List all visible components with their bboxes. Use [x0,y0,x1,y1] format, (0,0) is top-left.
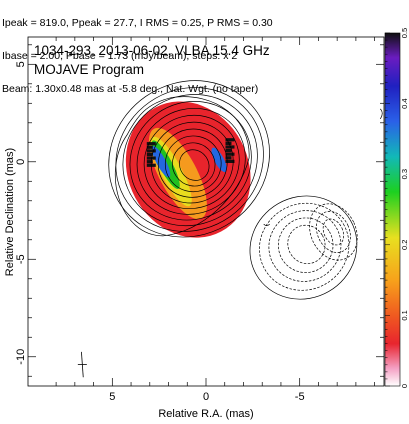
header-line-peaks: Ipeak = 819.0, Ppeak = 27.7, I RMS = 0.2… [2,17,273,29]
polarization-edge [225,152,235,156]
polarization-edge [225,159,235,163]
colorbar-ticks [385,32,390,387]
polarization-edge [146,160,153,164]
colorbar-tick-label: 0.4 [400,98,409,108]
jet-contours [249,195,358,300]
x-tick-label: 5 [109,391,115,403]
x-tick-label: 0 [203,391,209,403]
y-tick-label: -10 [15,349,27,365]
polarization-patch [211,147,227,173]
contour-level [259,202,350,291]
chart-title: 1034-293, 2013-06-02, VLBA 15.4 GHz [34,43,270,58]
contour-level [115,87,264,232]
contour-level [268,210,342,282]
header-line-base: Ibase = 2.00, Pbase = 1.73 (mJy/beam), s… [2,50,238,62]
contour-level [157,128,228,198]
polarization-edge [225,141,232,145]
contour-level [179,149,210,181]
contour-level [143,114,240,210]
polarization-edge [225,138,235,142]
polarization-edge [225,156,232,160]
colorbar-tick-label: 0.2 [400,240,409,250]
beam-ellipse [77,351,87,378]
contour-level [316,211,351,253]
x-tick-label: -5 [295,391,305,403]
contour-level [287,224,326,265]
chart-subtitle: MOJAVE Program [34,62,144,77]
contour-level [172,142,216,187]
y-tick-label: 0 [15,159,27,165]
polarization-edge [146,145,153,149]
contour-level [122,94,258,227]
contour-fragment [263,223,270,227]
y-tick-label: 5 [15,61,27,67]
core-contours [108,80,270,238]
contour-level [322,218,345,246]
polarization-edge [146,152,153,157]
x-axis-label: Relative R.A. (mas) [158,408,253,420]
contour-level [150,121,234,204]
contour-fragment [379,108,383,120]
y-axis-label: Relative Declination (mas) [4,148,16,276]
contour-level [136,107,246,215]
contour-level [277,217,334,273]
colorbar-tick-label: 0.5 [400,28,409,38]
axis-ticks [28,37,384,386]
colorbar-tick-label: 0.1 [400,310,409,320]
extended-emission-contours [263,108,383,227]
map-header: Ipeak = 819.0, Ppeak = 27.7, I RMS = 0.2… [2,0,407,117]
polarization-edge [225,148,232,153]
y-tick-label: -5 [15,254,27,264]
polarization-edge [146,142,156,146]
polarization-edge [225,145,235,149]
header-line-beam: Beam: 1.30x0.48 mas at -5.8 deg., Nat. W… [2,83,259,95]
colorbar-tick-label: 0.3 [400,169,409,179]
polarization-color [125,101,251,238]
contour-level [249,195,358,300]
contour-level [309,203,358,261]
colorbar-tick-label: 0 [400,384,409,388]
contour-outer [114,96,250,237]
contour-level [164,135,222,193]
contour-level [129,101,252,221]
polarization-edge [146,149,156,153]
